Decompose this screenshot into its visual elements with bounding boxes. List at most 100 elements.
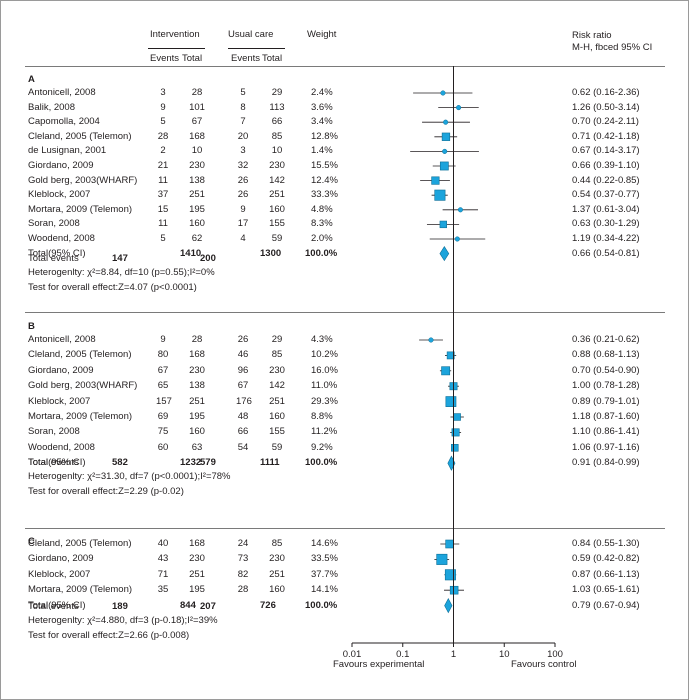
study-ue: 26 <box>237 334 249 345</box>
study-it: 138 <box>189 380 205 392</box>
total-int: 844 <box>180 599 196 611</box>
study-ue: 5 <box>240 87 246 98</box>
study-ie: 35 <box>157 584 169 596</box>
study-it: 230 <box>189 364 205 376</box>
study-ut: 160 <box>269 584 285 596</box>
study-point <box>443 119 449 125</box>
study-ci: 1.26 (0.50-3.14) <box>572 101 640 113</box>
study-ut: 59 <box>271 441 283 453</box>
study-it: 195 <box>189 411 205 422</box>
total-label: Total(95% CI) <box>28 599 86 611</box>
study-study: Mortara, 2009 (Telemon) <box>28 203 133 215</box>
study-ie: 5 <box>160 116 166 128</box>
study-ie: 9 <box>160 101 166 113</box>
header-int-events: Events <box>150 53 180 64</box>
study-ut: 230 <box>269 364 285 376</box>
study-it: 168 <box>189 538 205 549</box>
study-ie: 75 <box>157 426 169 438</box>
header-weight: Weight <box>307 29 337 40</box>
study-it: 251 <box>189 568 205 580</box>
study-ue: 48 <box>237 411 249 422</box>
heterogeneity: Heterogenlty: χ²=31.30, df=7 (p<0.0001);… <box>28 471 231 482</box>
events-int: 582 <box>112 457 128 468</box>
study-ci: 1.06 (0.97-1.16) <box>572 441 640 453</box>
intervention-underline <box>148 48 205 49</box>
total-uc: 1111 <box>260 457 280 469</box>
events-label: Total events <box>28 253 79 264</box>
study-ue: 46 <box>237 349 249 361</box>
study-square <box>436 553 448 565</box>
study-ci: 1.03 (0.65-1.61) <box>572 584 640 596</box>
study-study: Kleblock, 2007 <box>28 568 91 580</box>
study-ci: 1.19 (0.34-4.22) <box>572 233 640 244</box>
study-ue: 9 <box>240 203 246 215</box>
header-intervention: Intervention <box>150 29 200 40</box>
events-uc: 200 <box>200 253 216 264</box>
study-ut: 85 <box>271 349 283 361</box>
study-w: 12.4% <box>311 174 338 186</box>
axis-label-left: Favours experimental <box>333 659 425 670</box>
study-ci: 0.66 (0.39-1.10) <box>572 160 640 171</box>
total-int: 1232 <box>180 457 202 469</box>
study-ut: 142 <box>269 174 285 186</box>
total-ci: 0.66 (0.54-0.81) <box>572 247 640 259</box>
study-ue: 3 <box>240 145 246 157</box>
study-ci: 0.63 (0.30-1.29) <box>572 218 640 230</box>
study-it: 63 <box>191 441 203 453</box>
study-ut: 66 <box>271 116 283 128</box>
total-weight: 100.0% <box>305 457 338 469</box>
study-square <box>444 569 456 581</box>
study-square <box>446 351 455 360</box>
study-ci: 0.59 (0.42-0.82) <box>572 553 640 565</box>
study-ue: 8 <box>240 101 246 113</box>
total-label: Total(95% CI) <box>28 457 86 469</box>
header-uc-events: Events <box>231 53 261 64</box>
study-ut: 160 <box>269 411 285 422</box>
study-point <box>442 148 448 154</box>
study-ue: 17 <box>237 218 249 230</box>
study-w: 12.8% <box>311 130 338 142</box>
study-study: Gold berg, 2003(WHARF) <box>28 174 138 186</box>
total-ci: 0.79 (0.67-0.94) <box>572 599 640 611</box>
study-w: 2.4% <box>311 87 333 98</box>
study-ut: 85 <box>271 538 283 549</box>
study-ut: 59 <box>271 233 283 244</box>
study-ie: 80 <box>157 349 169 361</box>
study-ue: 7 <box>240 116 246 128</box>
study-ut: 29 <box>271 334 283 345</box>
overall-effect: Test for overall effect:Z=2.29 (p-0.02) <box>28 486 184 497</box>
header-method: M-H, fbced 95% CI <box>572 42 653 53</box>
study-w: 15.5% <box>311 160 338 171</box>
study-ut: 142 <box>269 380 285 392</box>
events-uc: 579 <box>200 457 216 468</box>
study-ut: 29 <box>271 87 283 98</box>
study-it: 160 <box>189 218 205 230</box>
study-it: 230 <box>189 553 205 565</box>
study-study: Giordano, 2009 <box>28 553 94 565</box>
study-ci: 0.67 (0.14-3.17) <box>572 145 640 157</box>
header-divider <box>25 66 665 67</box>
study-ut: 251 <box>269 395 285 407</box>
study-ie: 11 <box>158 218 168 230</box>
study-it: 101 <box>189 101 205 113</box>
study-ci: 0.54 (0.37-0.77) <box>572 189 640 201</box>
study-ue: 67 <box>237 380 249 392</box>
header-usual-care: Usual care <box>228 29 274 40</box>
usual-care-underline <box>228 48 285 49</box>
study-ie: 21 <box>157 160 169 171</box>
study-point <box>440 90 446 96</box>
study-it: 195 <box>189 203 205 215</box>
study-square <box>451 444 459 452</box>
study-w: 3.4% <box>311 116 333 128</box>
study-ci: 0.71 (0.42-1.18) <box>572 130 640 142</box>
events-label: Total events <box>28 601 79 612</box>
study-w: 16.0% <box>311 364 338 376</box>
study-w: 2.0% <box>311 233 333 244</box>
study-ie: 37 <box>157 189 169 201</box>
study-square <box>445 396 457 407</box>
study-square <box>439 220 447 229</box>
study-ut: 230 <box>269 160 285 171</box>
study-ci: 0.84 (0.55-1.30) <box>572 538 640 549</box>
study-it: 251 <box>189 395 205 407</box>
